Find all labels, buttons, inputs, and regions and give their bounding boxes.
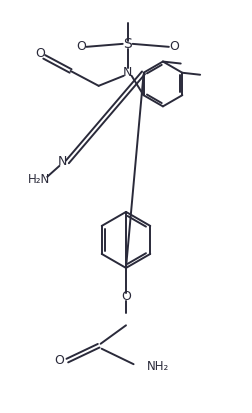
Text: H₂N: H₂N xyxy=(28,173,50,186)
Text: O: O xyxy=(35,47,45,60)
Text: S: S xyxy=(123,37,132,51)
Text: NH₂: NH₂ xyxy=(146,360,169,373)
Text: N: N xyxy=(123,66,132,79)
Text: N: N xyxy=(58,155,67,169)
Text: O: O xyxy=(169,40,179,53)
Text: O: O xyxy=(121,290,131,303)
Text: O: O xyxy=(77,40,86,53)
Text: O: O xyxy=(54,354,64,367)
